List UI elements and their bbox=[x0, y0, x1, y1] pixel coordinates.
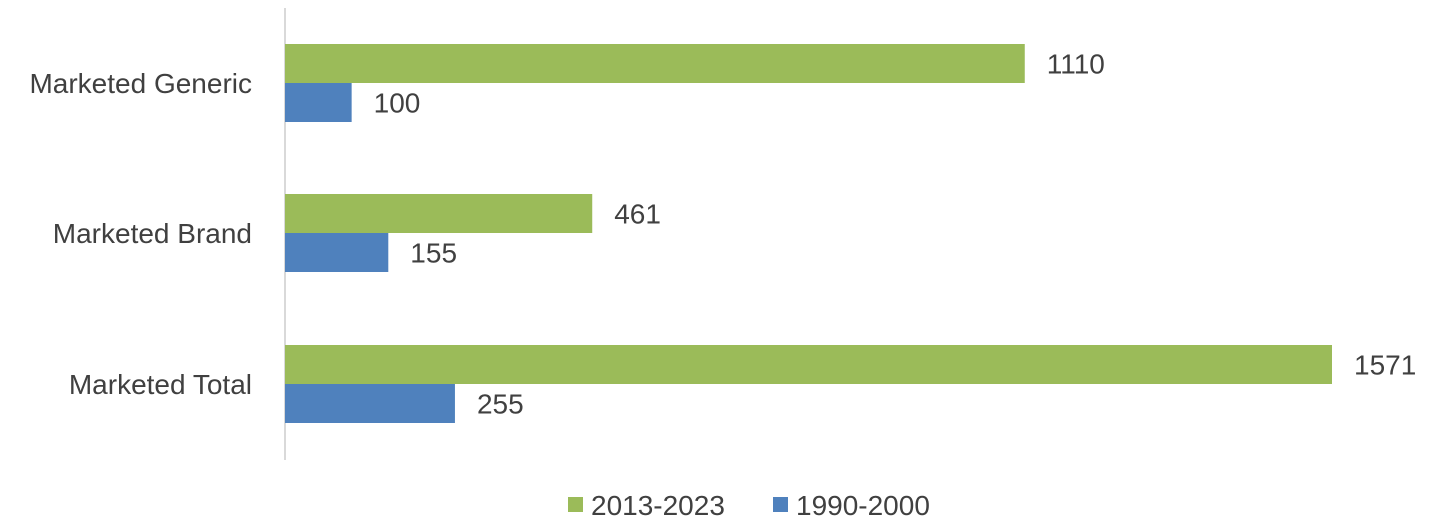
bar-2013-2023-marketed-generic bbox=[285, 44, 1025, 83]
bar-1990-2000-marketed-brand bbox=[285, 233, 389, 272]
category-label-marketed-generic: Marketed Generic bbox=[29, 68, 252, 99]
data-label-1990-2000-marketed-generic: 100 bbox=[374, 88, 421, 119]
bar-1990-2000-marketed-generic bbox=[285, 83, 352, 122]
legend: 2013-2023 1990-2000 bbox=[568, 490, 930, 521]
data-label-1990-2000-marketed-brand: 155 bbox=[410, 238, 457, 269]
category-label-marketed-brand: Marketed Brand bbox=[53, 218, 252, 249]
data-label-2013-2023-marketed-brand: 461 bbox=[614, 199, 661, 230]
legend-swatch-1990-2000 bbox=[773, 497, 788, 512]
bar-1990-2000-marketed-total bbox=[285, 384, 455, 423]
legend-label-1990-2000: 1990-2000 bbox=[796, 490, 930, 521]
category-label-marketed-total: Marketed Total bbox=[69, 369, 252, 400]
bar-2013-2023-marketed-brand bbox=[285, 194, 593, 233]
legend-swatch-2013-2023 bbox=[568, 497, 583, 512]
data-label-2013-2023-marketed-generic: 1110 bbox=[1047, 49, 1105, 80]
data-label-1990-2000-marketed-total: 255 bbox=[477, 389, 524, 420]
legend-label-2013-2023: 2013-2023 bbox=[591, 490, 725, 521]
data-label-2013-2023-marketed-total: 1571 bbox=[1354, 350, 1416, 381]
bar-2013-2023-marketed-total bbox=[285, 345, 1332, 384]
